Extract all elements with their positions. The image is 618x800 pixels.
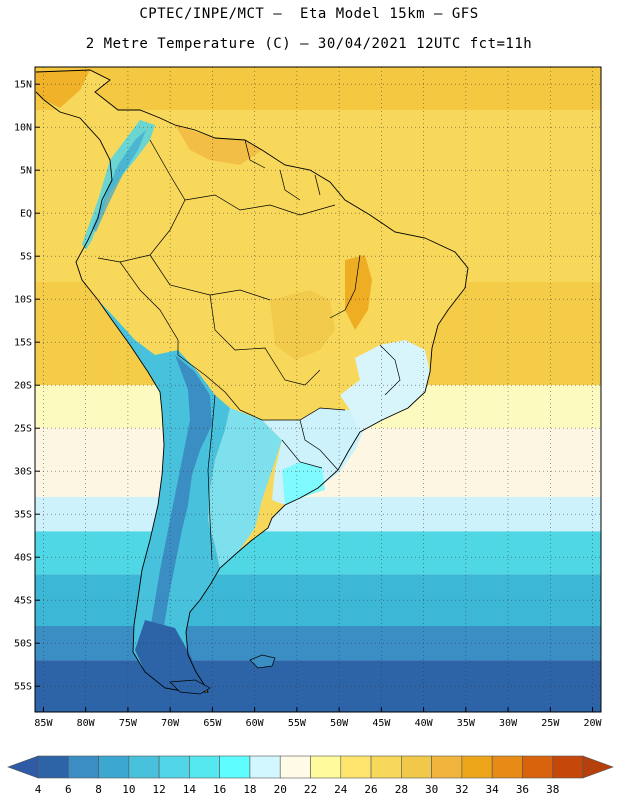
lat-tick-label: 35S [14, 510, 32, 521]
colorbar-swatch [431, 755, 463, 779]
lon-tick-label: 65W [203, 718, 222, 729]
lon-tick-label: 20W [584, 718, 603, 729]
colorbar-swatch [249, 755, 281, 779]
lon-tick-label: 45W [372, 718, 391, 729]
colorbar-level-label: 34 [486, 783, 500, 796]
lon-tick-label: 80W [77, 718, 96, 729]
colorbar-level-label: 26 [364, 783, 377, 796]
colorbar-swatch [128, 755, 160, 779]
colorbar-swatch [491, 755, 523, 779]
falkland-islands [249, 654, 276, 669]
ocean-band-5 [35, 497, 601, 532]
colorbar-level-label: 30 [425, 783, 438, 796]
colorbar-swatch [552, 755, 584, 779]
colorbar-swatch [67, 755, 99, 779]
colorbar-level-label: 32 [455, 783, 468, 796]
latitude-tick-labels: 15N 10N 5N EQ 5S 10S 15S 20S 25S 30S 35S 40S 45S 50S 5… [14, 80, 40, 693]
lon-tick-label: 40W [415, 718, 434, 729]
lat-tick-label: 15N [14, 80, 32, 91]
lat-tick-label: 20S [14, 381, 32, 392]
lat-tick-label: 10S [14, 295, 32, 306]
central-america-warm [36, 70, 90, 108]
colorbar-swatch [310, 755, 342, 779]
lat-tick-label: 30S [14, 467, 32, 478]
colorbar-level-label: 24 [334, 783, 348, 796]
lat-tick-label: 55S [14, 682, 32, 693]
longitude-tick-labels: 85W 80W 75W 70W 65W 60W 55W 50W 45W 40W 35W 30W 25W 2… [34, 707, 603, 729]
colorbar-low-arrow [7, 755, 39, 779]
map-title-line-1: CPTEC/INPE/MCT – Eta Model 15km – GFS [139, 6, 479, 22]
lon-tick-label: 85W [34, 718, 53, 729]
lat-tick-label: 25S [14, 424, 32, 435]
ocean-band-0 [35, 67, 601, 110]
lat-tick-label: 40S [14, 553, 32, 564]
andes-south-core [145, 355, 212, 670]
colorbar-level-label: 10 [122, 783, 135, 796]
colorbar-level-label: 16 [213, 783, 226, 796]
colorbar-level-label: 14 [183, 783, 197, 796]
colorbar-swatch [370, 755, 402, 779]
map-frame [34, 66, 602, 713]
colorbar-swatch [189, 755, 220, 779]
lat-tick-label: 45S [14, 596, 32, 607]
coastline [35, 69, 469, 693]
lon-tick-label: 50W [330, 718, 349, 729]
colorbar-swatch [461, 755, 493, 779]
south-america-landmass [35, 69, 469, 695]
colorbar-level-label: 8 [95, 783, 102, 796]
andes-north-cold [82, 120, 155, 250]
colorbar-level-label: 20 [274, 783, 287, 796]
ocean-band-6 [35, 531, 601, 575]
colorbar-level-label: 22 [304, 783, 317, 796]
central-brazil-warm [270, 290, 335, 360]
plot-area [35, 67, 601, 712]
southeast-brazil-mild [340, 340, 430, 432]
lon-tick-label: 35W [457, 718, 476, 729]
lat-tick-label: EQ [20, 209, 32, 220]
colorbar-level-label: 6 [65, 783, 72, 796]
colorbar-level-label: 12 [152, 783, 165, 796]
lat-tick-label: 5S [20, 252, 32, 263]
colorbar-swatch [37, 755, 69, 779]
colorbar-swatch [340, 755, 372, 779]
lon-tick-label: 70W [161, 718, 180, 729]
colorbar-swatch [158, 755, 190, 779]
lon-tick-label: 25W [541, 718, 560, 729]
ocean-band-7 [35, 574, 601, 626]
colorbar-labels: 4 6 8 10 12 14 16 18 20 22 24 26 28 30 32 34 36 38 [35, 783, 560, 796]
lon-tick-label: 75W [119, 718, 138, 729]
temperature-colorbar [7, 755, 614, 779]
lon-tick-label: 55W [288, 718, 307, 729]
colorbar-swatch [401, 755, 432, 779]
land-base [36, 70, 468, 692]
lat-tick-label: 15S [14, 338, 32, 349]
colorbar-level-label: 36 [516, 783, 529, 796]
tierra-del-fuego [169, 679, 211, 695]
colorbar-swatch [522, 755, 554, 779]
colorbar-swatch [279, 755, 311, 779]
colorbar-level-label: 38 [546, 783, 559, 796]
lat-tick-label: 5N [20, 166, 32, 177]
colorbar-high-arrow [582, 755, 614, 779]
ocean-band-8 [35, 626, 601, 661]
lat-tick-label: 50S [14, 639, 32, 650]
lat-tick-label: 10N [14, 123, 32, 134]
uruguay-region [282, 462, 325, 505]
colorbar-swatch [219, 755, 251, 779]
colorbar-level-label: 18 [243, 783, 256, 796]
ocean-band-9 [35, 660, 601, 712]
caribbean-coast-warm [175, 125, 262, 165]
colorbar-level-label: 4 [35, 783, 42, 796]
patagonia-light [208, 408, 282, 568]
map-title-line-2: 2 Metre Temperature (C) – 30/04/2021 12U… [85, 36, 533, 52]
northeast-warm [345, 255, 372, 330]
andes-north-core [92, 130, 146, 232]
colorbar-level-label: 28 [395, 783, 408, 796]
country-borders [97, 139, 401, 561]
lon-tick-label: 30W [499, 718, 518, 729]
lon-tick-label: 60W [246, 718, 265, 729]
colorbar-swatch [98, 755, 130, 779]
